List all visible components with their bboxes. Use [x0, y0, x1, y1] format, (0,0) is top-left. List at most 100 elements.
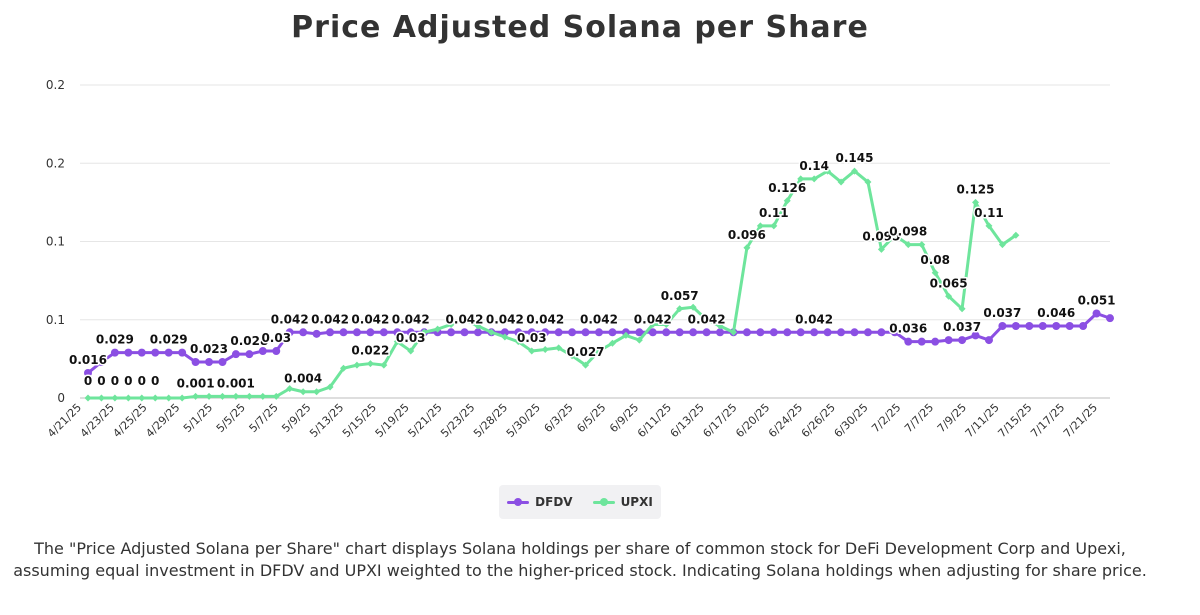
- data-point-upxi: [662, 320, 670, 328]
- data-point-upxi: [528, 347, 536, 355]
- data-point-upxi: [205, 392, 213, 400]
- data-point-upxi: [1012, 231, 1020, 239]
- data-point-upxi: [783, 197, 791, 205]
- data-point-upxi: [151, 394, 159, 402]
- x-tick-label: 5/23/25: [438, 401, 477, 440]
- data-label-dfdv: 0.042: [795, 312, 833, 326]
- data-point-dfdv: [769, 328, 778, 337]
- data-label-upxi: 0.125: [957, 182, 995, 196]
- x-tick-label: 5/19/25: [373, 401, 412, 440]
- data-point-upxi: [407, 347, 415, 355]
- data-label-upxi: 0.096: [728, 228, 766, 242]
- data-label-dfdv: 0.037: [943, 320, 981, 334]
- data-point-dfdv: [1052, 322, 1061, 331]
- x-tick-label: 6/26/25: [799, 401, 838, 440]
- data-point-dfdv: [1011, 322, 1020, 331]
- data-point-upxi: [501, 333, 509, 341]
- data-point-dfdv: [500, 328, 509, 337]
- data-point-dfdv: [662, 328, 671, 337]
- data-point-upxi: [729, 328, 737, 336]
- x-tick-label: 5/7/25: [247, 401, 281, 435]
- data-label-dfdv: 0.042: [688, 312, 726, 326]
- data-point-dfdv: [406, 328, 415, 337]
- data-point-dfdv: [877, 328, 886, 337]
- data-point-upxi: [380, 361, 388, 369]
- data-point-dfdv: [998, 322, 1007, 331]
- data-point-dfdv: [339, 328, 348, 337]
- data-point-dfdv: [810, 328, 819, 337]
- data-label-dfdv: 0.042: [580, 312, 618, 326]
- data-point-dfdv: [97, 358, 106, 367]
- data-point-dfdv: [716, 328, 725, 337]
- data-point-upxi: [111, 394, 119, 402]
- data-point-upxi: [985, 222, 993, 230]
- data-label-dfdv: 0.051: [1078, 293, 1116, 307]
- data-point-upxi: [232, 392, 240, 400]
- data-point-upxi: [851, 167, 858, 175]
- x-tick-label: 7/11/25: [963, 401, 1002, 440]
- data-label-upxi: 0.11: [974, 206, 1004, 220]
- data-label-dfdv: 0.042: [634, 312, 672, 326]
- data-point-dfdv: [326, 328, 335, 337]
- data-label-dfdv: 0.029: [96, 333, 134, 347]
- data-point-dfdv: [245, 350, 254, 359]
- data-point-dfdv: [164, 348, 173, 357]
- data-point-upxi: [313, 388, 321, 396]
- data-point-upxi: [568, 352, 576, 360]
- legend-label-upxi: UPXI: [620, 495, 653, 509]
- data-point-upxi: [487, 328, 495, 336]
- data-point-dfdv: [971, 331, 980, 340]
- x-tick-label: 4/21/25: [45, 401, 84, 440]
- x-tick-label: 5/13/25: [307, 401, 346, 440]
- data-label-dfdv: 0.03: [261, 331, 291, 345]
- data-label-upxi: 0.022: [351, 344, 389, 358]
- data-label-dfdv: 0.042: [526, 312, 564, 326]
- data-label-dfdv: 0.042: [392, 312, 430, 326]
- data-label-dfdv: 0.042: [271, 312, 309, 326]
- data-point-dfdv: [581, 328, 590, 337]
- data-point-upxi: [514, 338, 522, 346]
- data-point-upxi: [743, 244, 751, 252]
- legend-item-dfdv[interactable]: DFDV: [507, 495, 573, 509]
- data-label-dfdv: 0.037: [983, 306, 1021, 320]
- y-tick-label: 0.2: [46, 156, 65, 170]
- x-tick-label: 5/30/25: [504, 401, 543, 440]
- x-tick-label: 4/25/25: [110, 401, 149, 440]
- data-label-dfdv: 0.036: [889, 322, 927, 336]
- data-label-dfdv: 0.028: [230, 334, 268, 348]
- data-point-dfdv: [648, 328, 657, 337]
- series-layer: [84, 167, 1114, 402]
- legend-label-dfdv: DFDV: [535, 495, 573, 509]
- data-point-dfdv: [514, 328, 523, 337]
- data-point-upxi: [837, 178, 845, 186]
- data-point-upxi: [353, 361, 361, 369]
- data-point-upxi: [649, 320, 657, 328]
- data-point-upxi: [998, 241, 1006, 249]
- data-point-dfdv: [863, 328, 872, 337]
- x-tick-label: 6/30/25: [832, 401, 871, 440]
- data-label-upxi: 0.065: [930, 276, 968, 290]
- y-tick-label: 0.2: [46, 78, 65, 92]
- data-label-upxi: 0.126: [768, 181, 806, 195]
- data-point-upxi: [272, 392, 280, 400]
- data-point-upxi: [810, 175, 818, 183]
- data-point-upxi: [447, 320, 455, 328]
- data-point-dfdv: [447, 328, 456, 337]
- data-point-dfdv: [823, 328, 832, 337]
- data-point-dfdv: [137, 348, 146, 357]
- data-point-dfdv: [285, 328, 294, 337]
- data-point-upxi: [891, 231, 899, 239]
- data-point-dfdv: [541, 328, 550, 337]
- data-point-upxi: [824, 167, 832, 175]
- data-point-dfdv: [1025, 322, 1034, 331]
- data-point-upxi: [676, 305, 684, 313]
- legend: DFDV UPXI: [499, 485, 661, 519]
- data-label-upxi: 0.11: [759, 206, 789, 220]
- data-label-upxi: 0.14: [799, 159, 829, 173]
- data-point-dfdv: [675, 328, 684, 337]
- legend-item-upxi[interactable]: UPXI: [592, 495, 653, 509]
- data-point-upxi: [286, 385, 294, 393]
- x-tick-label: 7/7/25: [902, 401, 936, 435]
- data-label-dfdv: 0.016: [69, 353, 107, 367]
- data-point-dfdv: [299, 328, 308, 337]
